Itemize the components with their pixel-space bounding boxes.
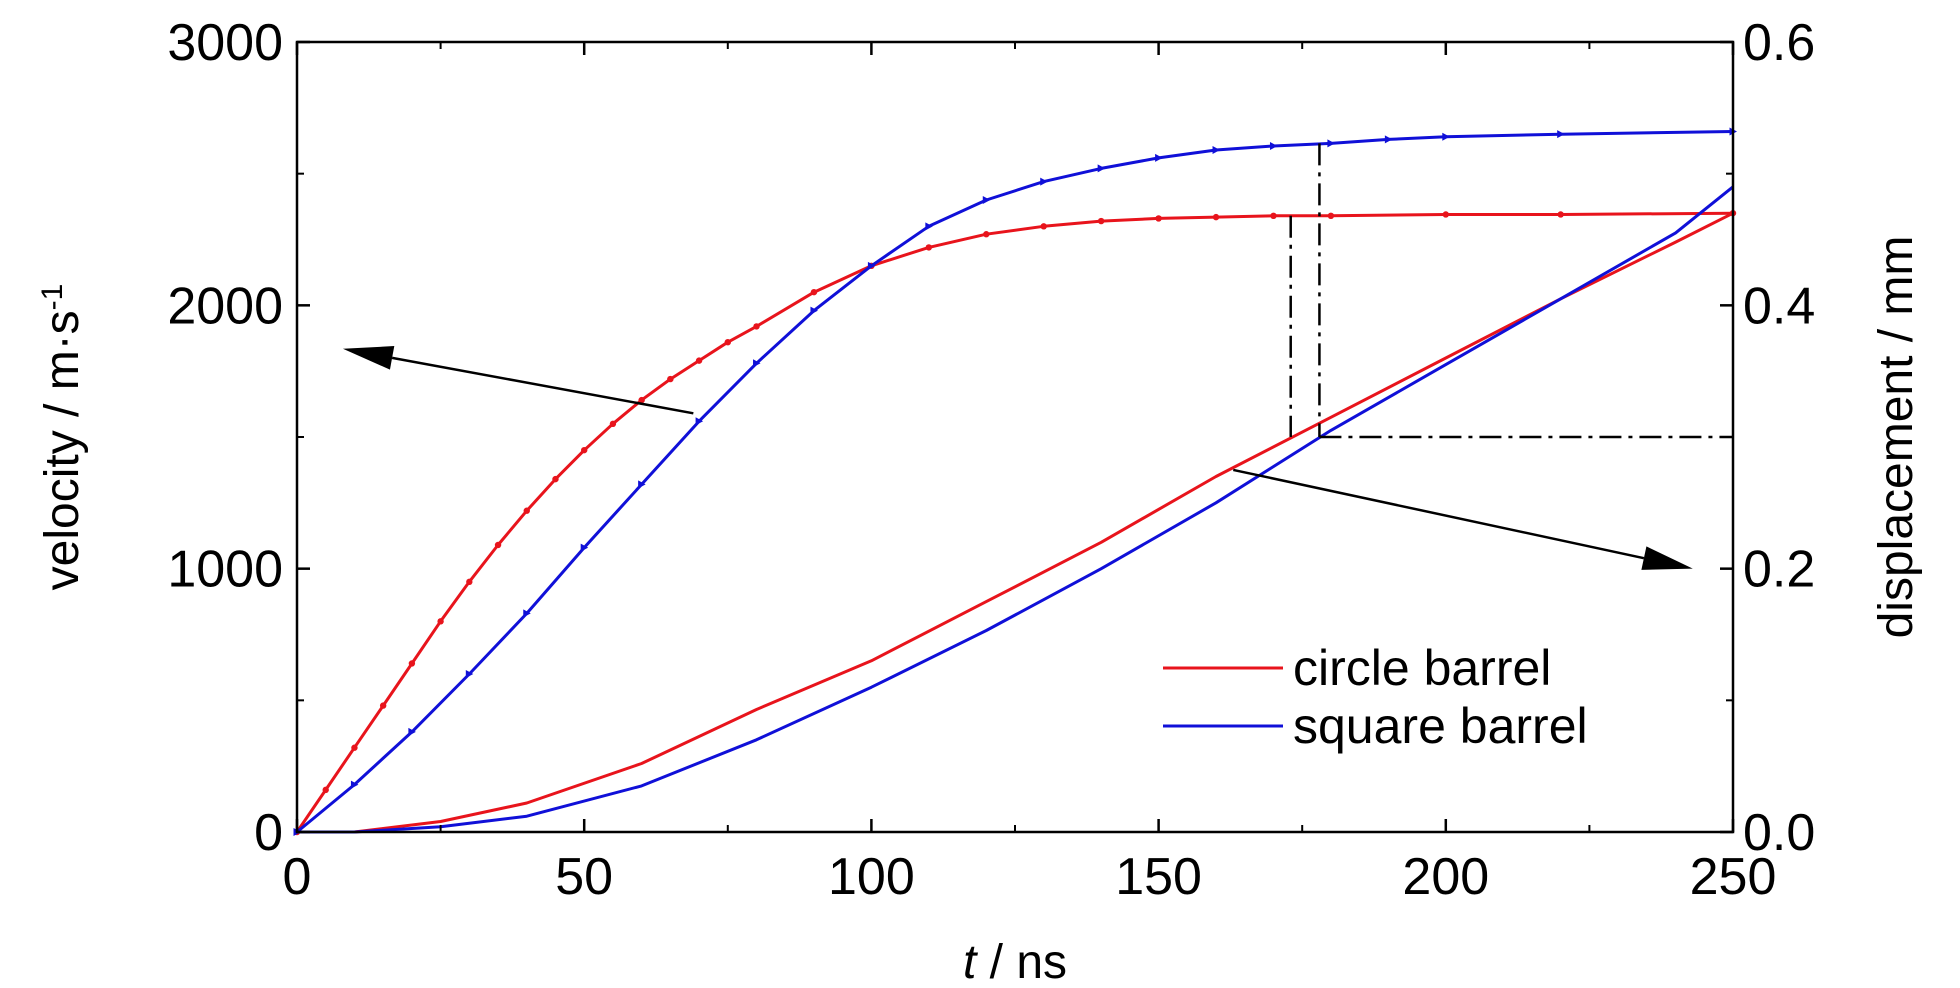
series-point-circle-barrel [581,446,588,454]
series-point-circle-barrel [1557,211,1564,218]
series-point-circle-barrel [1212,213,1220,221]
series-point-square-barrel [1384,135,1393,144]
series-point-circle-barrel [638,396,645,404]
x-axis-label: t / ns [963,936,1067,988]
series-point-square-barrel [982,196,991,204]
ticks: 0 50 100 150 200 250 0 1000 2000 3000 0.0 0.2 0.4 0.6… [36,14,1923,988]
series-point-square-barrel [1155,153,1163,162]
series-point-square-barrel [1040,177,1048,186]
y-right-tick-label: 0.2 [1743,541,1815,599]
arrow-to-velocity-axis-head [342,346,395,370]
series-point-circle-barrel [408,660,416,667]
x-axis-label-italic: t [963,936,978,988]
y-left-tick-label: 3000 [167,14,283,72]
series-point-square-barrel [1327,139,1335,148]
guide-lines [1289,143,1733,439]
series-point-square-barrel [638,480,646,489]
y-left-axis-label-text: velocity / m·s [36,310,89,590]
legend-label-circle-barrel: circle barrel [1293,640,1551,696]
y-left-axis-label: velocity / m·s-1 [36,284,89,591]
y-right-axis-label: displacement / mm [1870,236,1923,639]
series-point-square-barrel [523,609,531,618]
arrow-to-displacement-axis-head [1641,546,1693,570]
series-point-circle-barrel [609,420,617,428]
series-line-circle-barrel-left [295,211,1734,833]
series-point-square-barrel [867,261,876,270]
series-point-square-barrel [925,222,933,231]
series-point-square-barrel [408,727,416,736]
series-point-square-barrel [695,417,704,426]
x-tick-label: 100 [828,848,915,906]
y-left-tick-label: 1000 [167,541,283,599]
series-line-circle-barrel-right [297,211,1734,834]
arrow-to-displacement-axis-shaft [1233,468,1645,560]
series-point-square-barrel [810,306,818,315]
series-point-square-barrel [753,359,761,368]
arrow-to-velocity-axis-shaft [391,356,694,415]
series-point-circle-barrel [1155,215,1162,222]
series-point-circle-barrel [552,475,559,483]
x-tick-label: 200 [1402,848,1489,906]
y-right-tick-label: 0.4 [1743,277,1815,335]
x-tick-label: 0 [283,848,312,906]
series-point-square-barrel [580,543,589,552]
x-tick-label: 250 [1690,848,1777,906]
series-point-square-barrel [465,670,474,678]
series-point-circle-barrel [437,618,444,625]
y-right-tick-label: 0.6 [1743,14,1815,72]
series-line-square-barrel-right [297,185,1734,834]
series-point-square-barrel [1212,145,1221,154]
series-point-circle-barrel [322,786,329,794]
y-left-tick-label: 0 [254,804,283,862]
series-point-circle-barrel [466,578,473,586]
plot-marks [293,127,1737,836]
series-point-circle-barrel [1327,212,1335,219]
series-point-circle-barrel [1097,217,1105,225]
series-point-circle-barrel [351,744,358,751]
series-point-circle-barrel [667,375,674,383]
series-point-square-barrel [1269,142,1278,151]
series-point-circle-barrel [753,323,760,330]
series-point-square-barrel [1442,132,1450,141]
y-left-axis-label-sup: -1 [36,284,69,311]
series-point-circle-barrel [925,244,933,251]
y-left-tick-label: 2000 [167,277,283,335]
series-point-square-barrel [350,780,359,789]
series-point-circle-barrel [810,288,818,296]
x-tick-label: 50 [555,848,613,906]
x-axis-label-unit: / ns [976,936,1067,988]
series-point-circle-barrel [523,507,530,514]
legend-label-square-barrel: square barrel [1293,698,1588,754]
annotation-arrows [342,346,1693,570]
x-tick-label: 150 [1115,848,1202,906]
series-point-circle-barrel [724,339,731,346]
series-point-circle-barrel [494,541,502,549]
series-point-circle-barrel [1040,223,1047,230]
series-point-circle-barrel [695,357,703,364]
series-point-circle-barrel [1270,212,1277,219]
y-right-tick-label: 0.0 [1743,804,1815,862]
series-point-circle-barrel [1442,211,1450,218]
series-point-circle-barrel [983,231,990,238]
series-point-square-barrel [1557,130,1565,139]
series-point-square-barrel [1097,164,1106,173]
series-point-circle-barrel [379,702,387,709]
